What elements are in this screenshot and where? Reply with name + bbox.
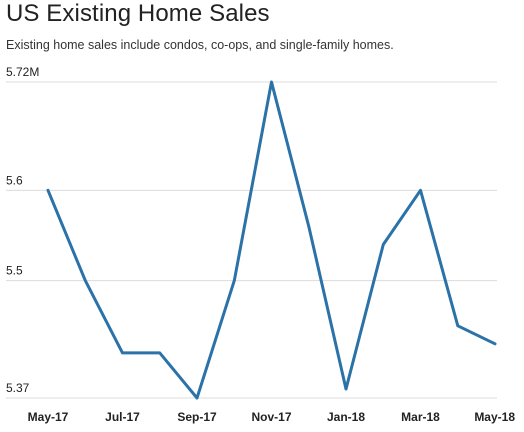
y-axis-ticks: 5.72M 5.6 5.5 5.37 — [6, 65, 39, 395]
x-tick-label: Jan-18 — [327, 410, 365, 424]
chart-title: US Existing Home Sales — [6, 0, 270, 27]
x-tick-label: May-17 — [28, 410, 69, 424]
y-tick-label: 5.37 — [6, 381, 30, 395]
x-tick-label: Jul-17 — [105, 410, 140, 424]
gridlines — [6, 81, 497, 399]
y-tick-label: 5.5 — [6, 264, 23, 278]
x-tick-label: Sep-17 — [177, 410, 217, 424]
x-tick-label: Mar-18 — [401, 410, 440, 424]
series-layer — [46, 80, 497, 400]
x-tick-label: May-18 — [474, 410, 515, 424]
series-line — [46, 80, 497, 400]
x-tick-label: Nov-17 — [251, 410, 291, 424]
y-tick-label: 5.72M — [6, 65, 39, 79]
x-axis-ticks: May-17 Jul-17 Sep-17 Nov-17 Jan-18 Mar-18 May-… — [28, 410, 516, 424]
y-tick-label: 5.6 — [6, 173, 23, 187]
chart-subtitle: Existing home sales include condos, co-o… — [6, 38, 394, 52]
